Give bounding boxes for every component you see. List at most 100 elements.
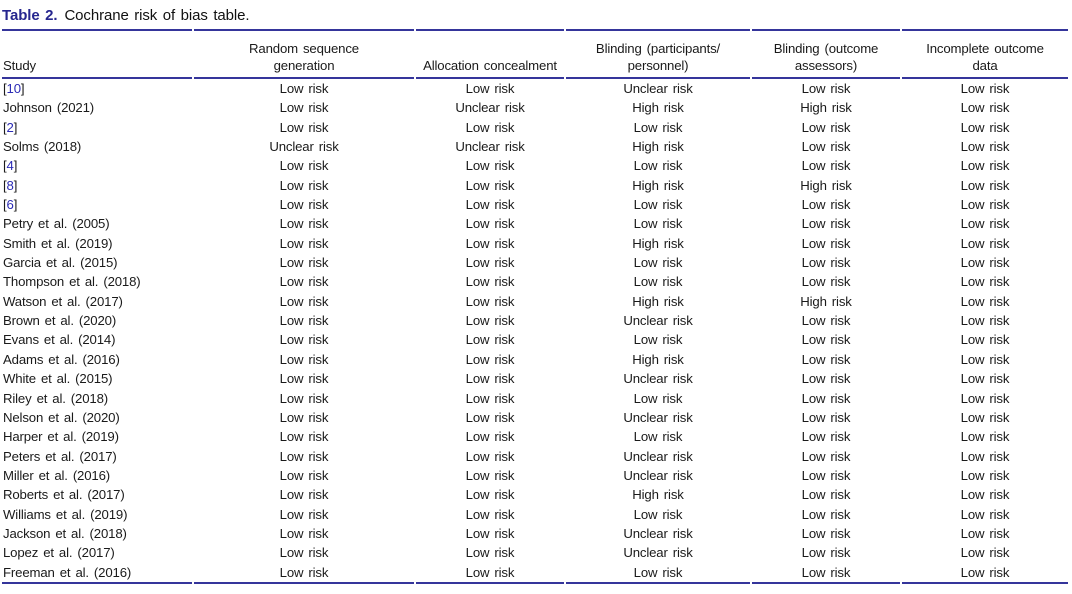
risk-cell: Low risk	[465, 467, 515, 483]
column-header-4: Blinding (outcome assessors)	[752, 29, 900, 79]
risk-cell: Low risk	[960, 545, 1010, 561]
risk-cell: Low risk	[960, 332, 1010, 348]
risk-of-bias-table: Study Random sequence generation Allocatio…	[0, 29, 1070, 584]
risk-cell: Low risk	[465, 177, 515, 193]
risk-cell: Low risk	[279, 390, 329, 406]
reference-bracket: [	[3, 158, 7, 174]
table-row: Garcia et al. (2015) Low risk Low risk Low …	[2, 253, 1068, 272]
risk-cell: Low risk	[633, 119, 683, 135]
risk-cell: Low risk	[801, 448, 851, 464]
risk-cell: Unclear risk	[623, 467, 693, 483]
risk-cell: High risk	[632, 177, 684, 193]
risk-cell: Low risk	[801, 255, 851, 271]
risk-cell: Low risk	[960, 255, 1010, 271]
study-cell: Johnson (2021)	[3, 100, 95, 116]
risk-cell: Low risk	[960, 158, 1010, 174]
risk-cell: High risk	[632, 139, 684, 155]
risk-cell: Low risk	[801, 119, 851, 135]
risk-cell: Low risk	[279, 313, 329, 329]
reference-citation-link[interactable]: 8	[6, 177, 14, 193]
risk-cell: Low risk	[801, 351, 851, 367]
risk-cell: Unclear risk	[623, 545, 693, 561]
risk-cell: Low risk	[960, 351, 1010, 367]
risk-cell: Low risk	[279, 255, 329, 271]
risk-cell: Low risk	[801, 274, 851, 290]
reference-bracket: [	[3, 119, 7, 135]
study-cell: [10]	[2, 79, 192, 98]
risk-cell: Low risk	[465, 81, 515, 96]
risk-cell: Low risk	[960, 177, 1010, 193]
study-cell: Adams et al. (2016)	[3, 351, 120, 367]
risk-cell: High risk	[800, 293, 852, 309]
risk-cell: Unclear risk	[455, 139, 525, 155]
risk-cell: Low risk	[960, 216, 1010, 232]
risk-cell: Unclear risk	[623, 409, 693, 425]
risk-cell: Low risk	[279, 216, 329, 232]
risk-cell: Unclear risk	[623, 525, 693, 541]
table-row: Roberts et al. (2017) Low risk Low risk Hig…	[2, 485, 1068, 504]
risk-cell: Low risk	[801, 506, 851, 522]
risk-cell: Low risk	[279, 506, 329, 522]
risk-cell: Low risk	[633, 332, 683, 348]
study-cell: Riley et al. (2018)	[3, 390, 108, 406]
risk-cell: Low risk	[752, 563, 900, 584]
risk-cell: Low risk	[960, 409, 1010, 425]
risk-cell: Low risk	[633, 429, 683, 445]
risk-cell: Low risk	[465, 545, 515, 561]
table-row: Evans et al. (2014) Low risk Low risk Low r…	[2, 330, 1068, 349]
risk-cell: Low risk	[465, 197, 515, 213]
table-row: [4] Low risk Low risk Low risk Low risk Low r…	[2, 156, 1068, 175]
risk-cell: Low risk	[801, 487, 851, 503]
risk-cell: Low risk	[465, 255, 515, 271]
reference-citation-link[interactable]: 6	[6, 197, 14, 213]
risk-cell: Low risk	[960, 293, 1010, 309]
risk-cell: Low risk	[279, 81, 329, 96]
risk-cell: Low risk	[960, 506, 1010, 522]
risk-cell: Low risk	[465, 409, 515, 425]
study-cell: Freeman et al. (2016)	[2, 563, 192, 584]
risk-cell: Low risk	[633, 216, 683, 232]
reference-citation-link[interactable]: 10	[6, 81, 22, 96]
risk-cell: Low risk	[279, 235, 329, 251]
risk-cell: Low risk	[279, 119, 329, 135]
study-cell: Harper et al. (2019)	[3, 429, 119, 445]
risk-cell: Low risk	[279, 371, 329, 387]
risk-cell: Low risk	[279, 100, 329, 116]
table-row: Peters et al. (2017) Low risk Low risk Uncl…	[2, 447, 1068, 466]
risk-cell: Low risk	[960, 448, 1010, 464]
reference-bracket: ]	[20, 81, 25, 96]
risk-cell: Low risk	[465, 119, 515, 135]
reference-citation-link[interactable]: 2	[6, 119, 14, 135]
risk-cell: Low risk	[279, 409, 329, 425]
risk-cell: Low risk	[279, 177, 329, 193]
risk-cell: Low risk	[801, 197, 851, 213]
risk-cell: Unclear risk	[623, 313, 693, 329]
table-row: Jackson et al. (2018) Low risk Low risk Unc…	[2, 524, 1068, 543]
risk-cell: Low risk	[801, 158, 851, 174]
study-cell: [2]	[2, 118, 192, 137]
risk-cell: High risk	[632, 100, 684, 116]
risk-cell: Low risk	[902, 563, 1068, 584]
risk-cell: Low risk	[279, 525, 329, 541]
risk-cell: Low risk	[465, 525, 515, 541]
study-cell: [6]	[2, 195, 192, 214]
table-row: [10] Low risk Low risk Unclear risk Low risk…	[2, 79, 1068, 98]
study-cell: Peters et al. (2017)	[3, 448, 117, 464]
table-row: Riley et al. (2018) Low risk Low risk Low r…	[2, 389, 1068, 408]
study-cell: White et al. (2015)	[3, 371, 113, 387]
risk-cell: High risk	[632, 293, 684, 309]
risk-cell: Low risk	[801, 235, 851, 251]
table-row: [2] Low risk Low risk Low risk Low risk Low r…	[2, 118, 1068, 137]
table-row: Williams et al. (2019) Low risk Low risk Lo…	[2, 505, 1068, 524]
table-row: Thompson et al. (2018) Low risk Low risk Lo…	[2, 272, 1068, 291]
risk-cell: Low risk	[279, 197, 329, 213]
study-cell: Evans et al. (2014)	[3, 332, 116, 348]
risk-cell: High risk	[800, 100, 852, 116]
reference-citation-link[interactable]: 4	[6, 158, 14, 174]
header-row: Study Random sequence generation Allocatio…	[2, 29, 1068, 79]
table-row: Smith et al. (2019) Low risk Low risk High …	[2, 234, 1068, 253]
risk-cell: Low risk	[465, 332, 515, 348]
risk-cell: High risk	[800, 177, 852, 193]
risk-cell: Low risk	[465, 313, 515, 329]
